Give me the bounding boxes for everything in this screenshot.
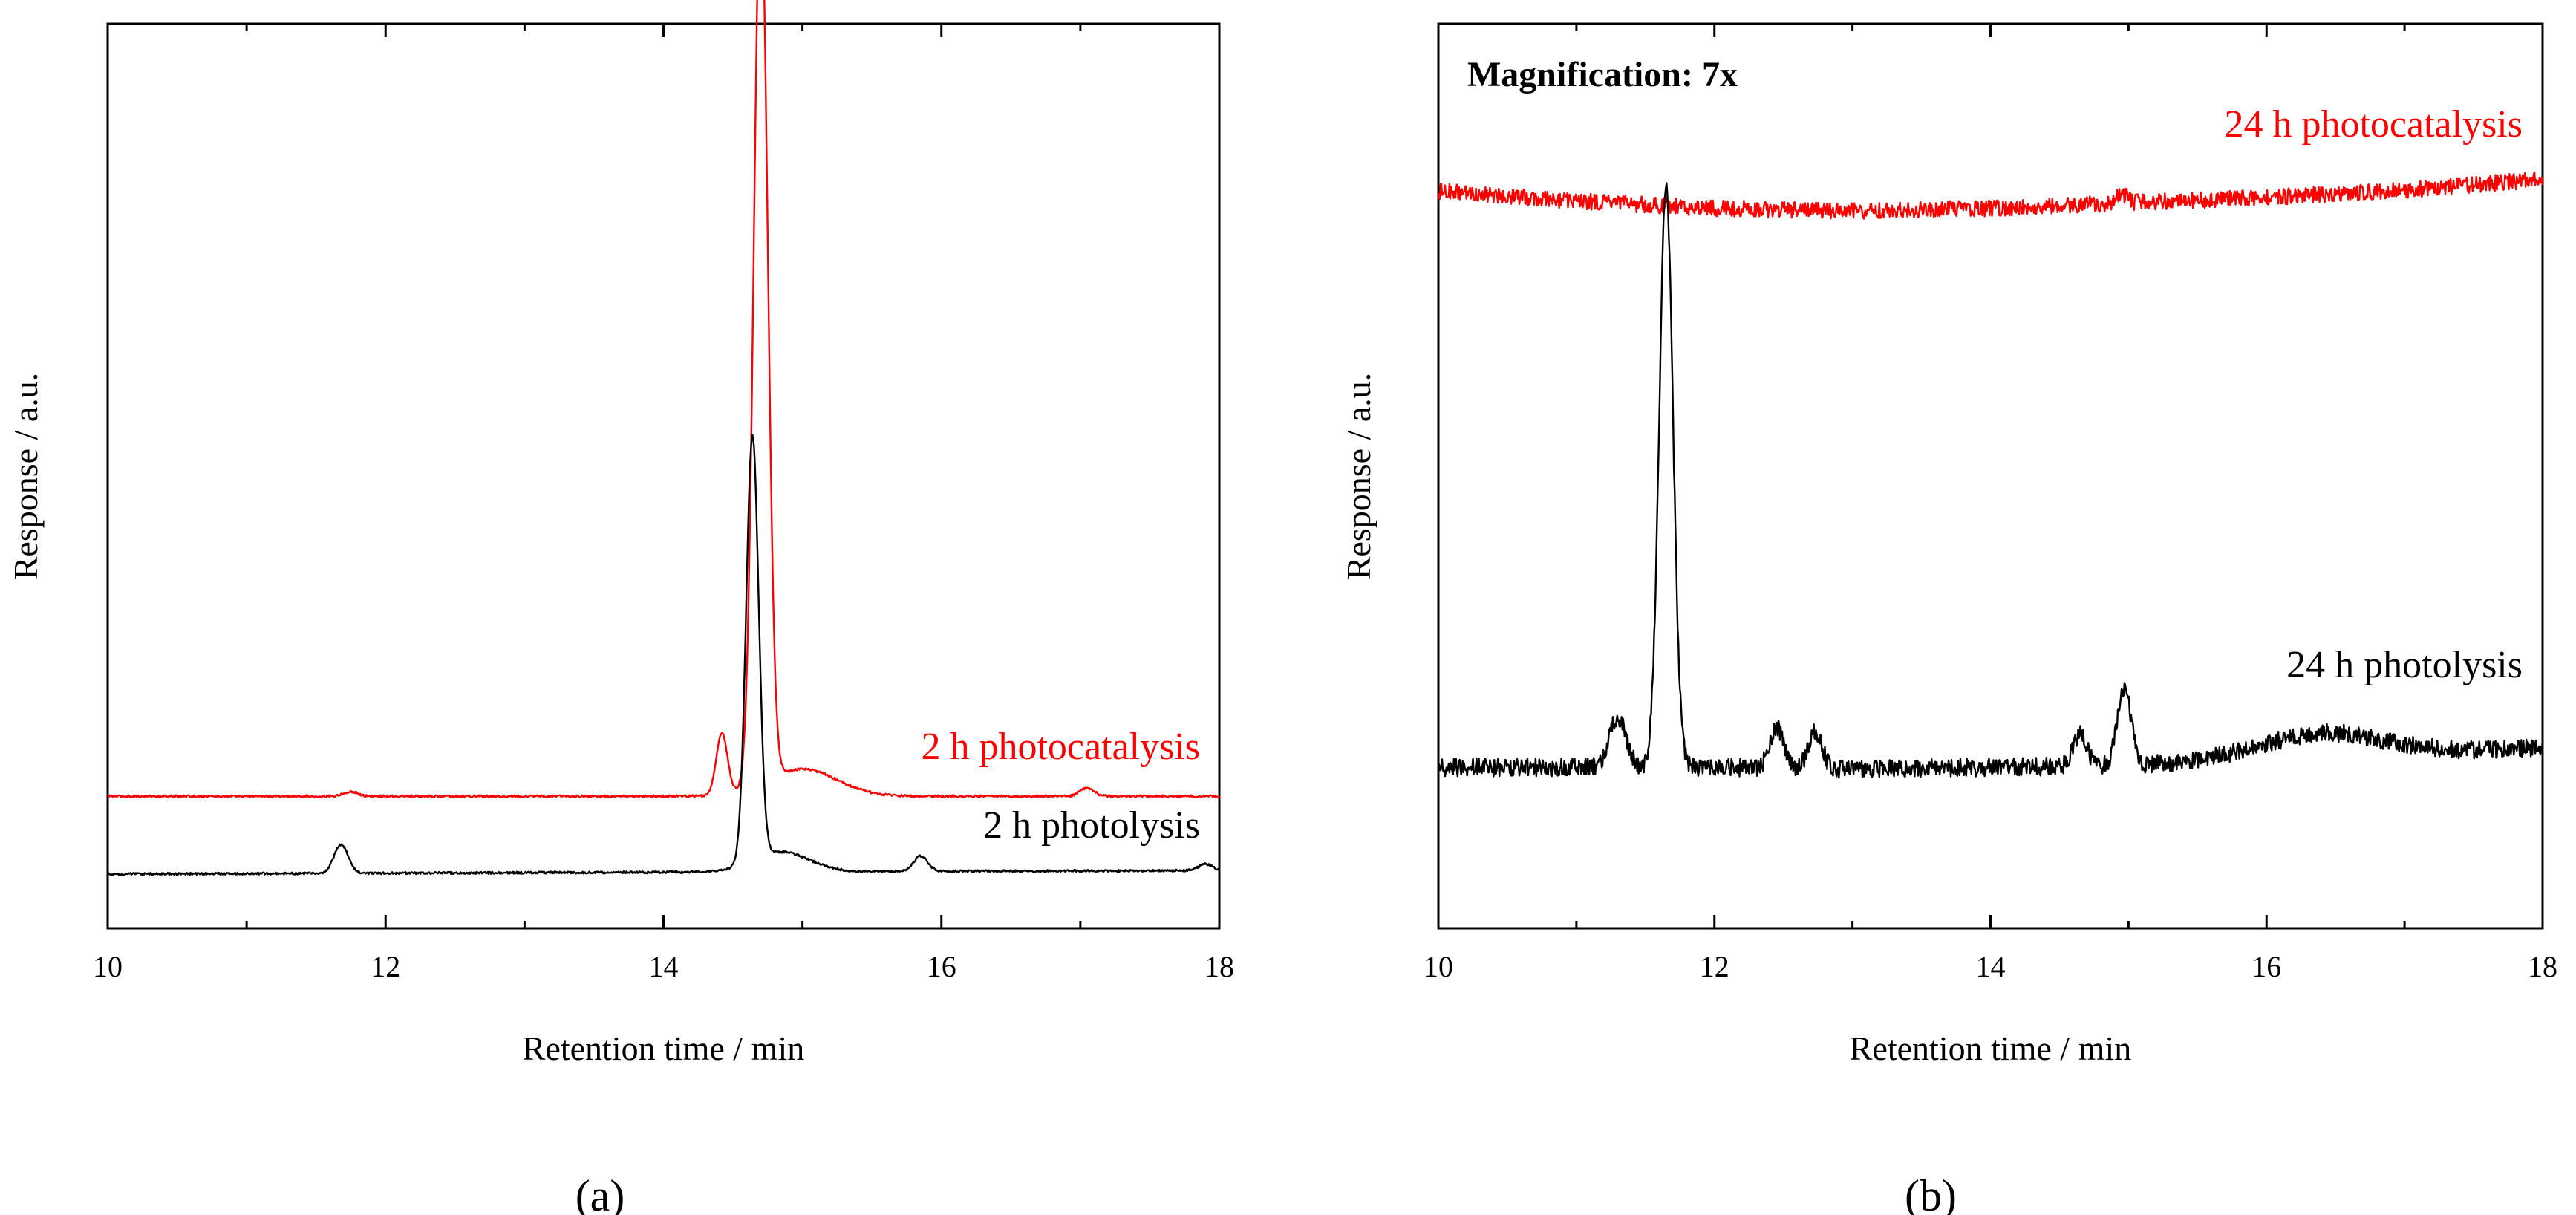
panel-label: (b): [1905, 1171, 1957, 1215]
plot-frame: [106, 22, 1221, 930]
series-label: 2 h photolysis: [983, 804, 1200, 847]
panel-b: 10 12 14 16 18 Retention time / min Response /…: [1340, 22, 2557, 1215]
panel-label: (a): [575, 1171, 625, 1215]
x-axis-label: Retention time / min: [523, 1029, 804, 1067]
x-axis-label: Retention time / min: [1850, 1029, 2131, 1067]
x-tick-label: 10: [93, 950, 123, 983]
y-axis-label: Response / a.u.: [1340, 373, 1377, 580]
panel-a: 10 12 14 16 18 Retention time / min Response /…: [7, 0, 1234, 1215]
series-label: 24 h photocatalysis: [2224, 103, 2523, 146]
y-axis-label: Response / a.u.: [7, 373, 45, 580]
magnification-annotation: Magnification: 7x: [1467, 55, 1738, 94]
x-tick-label: 18: [1204, 950, 1234, 983]
series-label: 2 h photocatalysis: [921, 726, 1200, 768]
x-tick-label: 10: [1424, 950, 1453, 983]
x-tick-label: 16: [2251, 950, 2281, 983]
x-tick-label: 12: [371, 950, 400, 983]
x-tick-label: 18: [2528, 950, 2557, 983]
series-line: [1437, 171, 2544, 220]
plot-frame: [1437, 22, 2544, 930]
x-tick-label: 12: [1700, 950, 1729, 983]
series-label: 24 h photolysis: [2286, 644, 2523, 686]
x-tick-label: 16: [927, 950, 956, 983]
series-line: [107, 0, 1220, 798]
series-line: [1437, 182, 2544, 779]
x-tick-label: 14: [1976, 950, 2006, 983]
series-line: [107, 434, 1221, 876]
x-tick-label: 14: [649, 950, 679, 983]
